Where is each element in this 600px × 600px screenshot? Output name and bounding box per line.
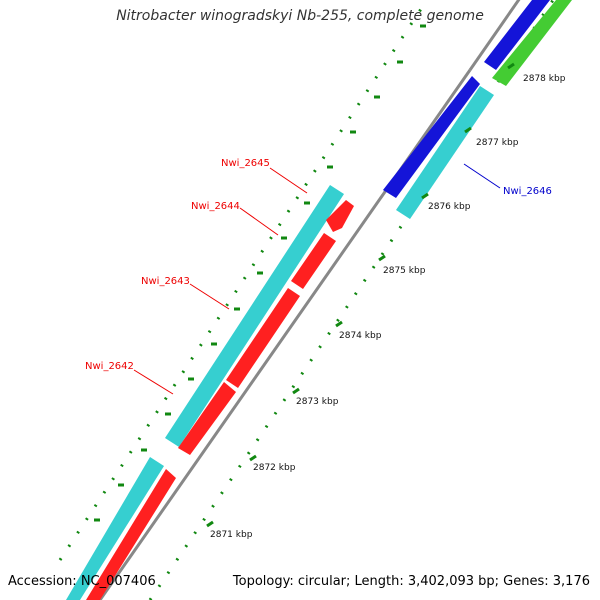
gene-nwi-2646-cyan [396, 86, 494, 219]
scale-label-2875: 2875 kbp [383, 266, 426, 276]
gene-nwi-2645 [165, 185, 344, 447]
blue-genes [383, 0, 550, 198]
scale-label-2874: 2874 kbp [339, 331, 382, 341]
gene-nwi-2646 [383, 76, 480, 198]
gene-nwi-2643 [226, 288, 300, 388]
scale-label-2877: 2877 kbp [476, 138, 519, 148]
gene-label-nwi-2642: Nwi_2642 [85, 361, 134, 372]
genome-info-text: Topology: circular; Length: 3,402,093 bp… [232, 574, 590, 589]
gene-labels: Nwi_2645 Nwi_2644 Nwi_2643 Nwi_2642 Nwi_… [85, 158, 552, 372]
inner-dotted-guide [148, 0, 555, 600]
cyan-genes [66, 86, 494, 600]
outer-tick-marks [94, 24, 426, 522]
red-genes [86, 200, 354, 600]
gene-nwi-2642-segment-cyan-lower [66, 457, 164, 600]
gene-label-nwi-2646: Nwi_2646 [503, 186, 552, 197]
genome-backbone [98, 0, 521, 600]
map-title: Nitrobacter winogradskyi Nb-255, complet… [116, 8, 484, 24]
gene-label-nwi-2643: Nwi_2643 [141, 276, 190, 287]
gene-nwi-2642 [178, 382, 236, 455]
scale-labels: 2871 kbp 2872 kbp 2873 kbp 2874 kbp 2875… [210, 74, 566, 540]
gene-label-nwi-2645: Nwi_2645 [221, 158, 270, 169]
gene-nwi-2642-segment-red-lower [86, 469, 176, 600]
scale-ticks [206, 62, 515, 528]
scale-label-2878: 2878 kbp [523, 74, 566, 84]
scale-label-2873: 2873 kbp [296, 397, 339, 407]
gene-nwi-2644 [291, 233, 336, 289]
accession-text: Accession: NC_007406 [8, 574, 156, 589]
outer-dotted-guide [58, 0, 429, 561]
gene-blue-top [484, 0, 550, 70]
scale-label-2872: 2872 kbp [253, 463, 296, 473]
gene-label-nwi-2644: Nwi_2644 [191, 201, 240, 212]
label-leaders [133, 163, 501, 395]
scale-label-2871: 2871 kbp [210, 530, 253, 540]
scale-label-2876: 2876 kbp [428, 202, 471, 212]
gene-nwi-2645-red [326, 200, 354, 232]
